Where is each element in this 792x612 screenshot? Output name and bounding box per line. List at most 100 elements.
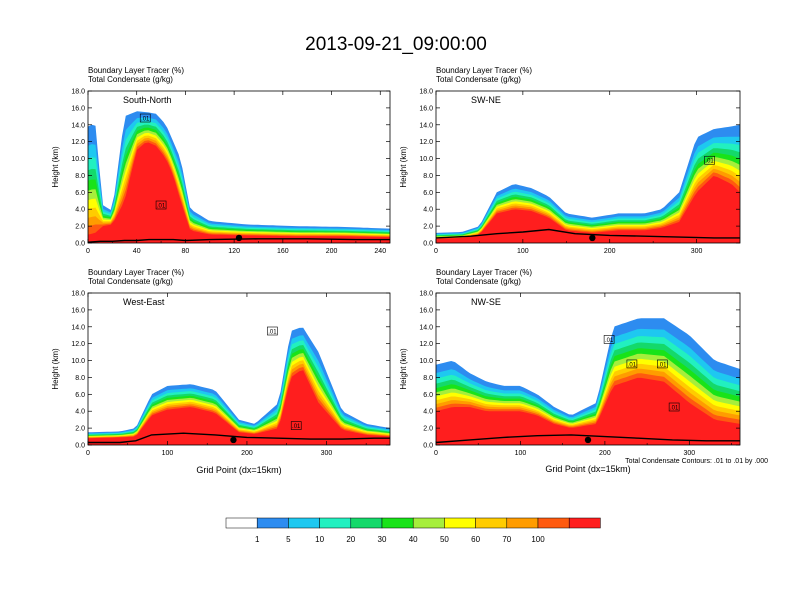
y-tick-label: 0.0 — [75, 241, 85, 248]
colorbar-cell — [475, 517, 508, 529]
y-tick-label: 2.0 — [75, 426, 85, 433]
panel-label: West-East — [123, 297, 165, 307]
y-tick-label: 0.0 — [423, 443, 433, 450]
y-axis-title: Height (km) — [51, 146, 60, 188]
y-tick-label: 10.0 — [419, 358, 433, 365]
terrain-line — [88, 432, 390, 444]
contour-label: .01 — [705, 159, 714, 165]
contour-label-box — [657, 359, 668, 369]
y-tick-label: 4.0 — [423, 207, 433, 214]
plot-frame — [435, 292, 741, 446]
x-tick-label: 120 — [228, 248, 240, 255]
x-tick-label: 160 — [277, 248, 289, 255]
contour-label: .01 — [605, 338, 614, 344]
colorbar: 1 5 10 20 30 40 50 60 70 100 — [225, 517, 601, 544]
y-tick-label: 12.0 — [71, 341, 85, 348]
y-tick-label: 4.0 — [423, 409, 433, 416]
y-tick-label: 6.0 — [75, 392, 85, 399]
colorbar-label: 30 — [378, 535, 387, 544]
plot-frame — [435, 90, 741, 244]
x-tick-label: 0 — [434, 450, 438, 457]
panel-title-line1: Boundary Layer Tracer (%) — [88, 66, 184, 75]
panel-title-line2: Total Condensate (g/kg) — [436, 277, 521, 286]
colorbar-label: 50 — [440, 535, 449, 544]
panel-title-line2: Total Condensate (g/kg) — [436, 75, 521, 84]
x-tick-label: 300 — [683, 450, 695, 457]
y-tick-label: 12.0 — [419, 139, 433, 146]
colorbar-cell — [319, 517, 352, 529]
colorbar-cell — [381, 517, 414, 529]
colorbar-cell — [225, 517, 258, 529]
plot-area: .01 — [436, 124, 740, 243]
colorbar-label: 40 — [409, 535, 418, 544]
contour-label: .01 — [141, 117, 150, 123]
y-tick-label: 8.0 — [423, 173, 433, 180]
y-tick-label: 14.0 — [419, 122, 433, 129]
panel-label: South-North — [123, 95, 172, 105]
colorbar-label: 60 — [471, 535, 480, 544]
y-tick-label: 4.0 — [75, 409, 85, 416]
terrain-line — [436, 434, 740, 444]
site-marker — [589, 234, 596, 242]
y-tick-label: 8.0 — [75, 375, 85, 382]
colorbar-cell — [350, 517, 383, 529]
y-tick-label: 8.0 — [75, 173, 85, 180]
y-tick-label: 2.0 — [423, 426, 433, 433]
x-tick-label: 300 — [691, 248, 703, 255]
colorbar-label: 1 — [255, 535, 260, 544]
x-tick-label: 40 — [133, 248, 141, 255]
colorbar-label: 10 — [315, 535, 324, 544]
panel-label: SW-NE — [471, 95, 501, 105]
x-tick-label: 200 — [599, 450, 611, 457]
contour-label-box — [290, 421, 302, 430]
y-tick-label: 14.0 — [71, 122, 85, 129]
site-marker — [584, 436, 592, 444]
colorbar-cell — [412, 517, 445, 529]
panel-nw-se: .01 .01 .01 .01 0.0 2.0 4.0 6.0 8.0 10.0 12.0 14.0 1… — [399, 268, 741, 474]
contour-label-box — [139, 113, 151, 123]
panel-title-line2: Total Condensate (g/kg) — [88, 75, 173, 84]
y-tick-label: 8.0 — [423, 375, 433, 382]
contour-label: .01 — [658, 362, 667, 368]
plot-frame — [87, 90, 391, 244]
site-marker — [230, 436, 237, 444]
y-tick-label: 16.0 — [419, 105, 433, 112]
x-tick-label: 0 — [434, 248, 438, 255]
y-tick-label: 2.0 — [423, 224, 433, 231]
y-tick-label: 14.0 — [71, 324, 85, 331]
contour-label: .01 — [157, 204, 166, 210]
tracer-band-11 — [436, 377, 740, 445]
terrain-line — [436, 228, 740, 239]
colorbar-label: 5 — [286, 535, 291, 544]
contour-label-box — [155, 200, 167, 210]
plot-area: .01 .01 — [88, 326, 390, 445]
tracer-band-11 — [436, 176, 740, 243]
tracer-band-11 — [88, 142, 390, 243]
y-tick-label: 10.0 — [419, 156, 433, 163]
y-tick-label: 6.0 — [75, 190, 85, 197]
y-tick-label: 16.0 — [419, 307, 433, 314]
contour-label: .01 — [628, 362, 637, 368]
x-tick-label: 100 — [517, 248, 529, 255]
y-tick-label: 10.0 — [71, 358, 85, 365]
colorbar-label: 70 — [502, 535, 511, 544]
x-tick-label: 0 — [86, 248, 90, 255]
colorbar-cell — [568, 517, 601, 529]
y-axis-title: Height (km) — [399, 348, 408, 390]
contour-label: .01 — [670, 406, 679, 412]
plot-area: .01 .01 .01 .01 — [436, 318, 740, 445]
x-tick-label: 80 — [182, 248, 190, 255]
colorbar-label: 20 — [346, 535, 355, 544]
contour-label: .01 — [268, 330, 277, 336]
colorbar-cell — [444, 517, 476, 529]
contour-label: .01 — [292, 424, 301, 430]
y-tick-label: 18.0 — [71, 291, 85, 298]
panel-title-line1: Boundary Layer Tracer (%) — [88, 268, 184, 277]
y-tick-label: 18.0 — [419, 291, 433, 298]
panel-title-line1: Boundary Layer Tracer (%) — [436, 268, 532, 277]
y-tick-label: 12.0 — [71, 139, 85, 146]
x-tick-label: 200 — [326, 248, 338, 255]
x-tick-label: 100 — [162, 450, 174, 457]
contour-label-box — [626, 359, 638, 369]
